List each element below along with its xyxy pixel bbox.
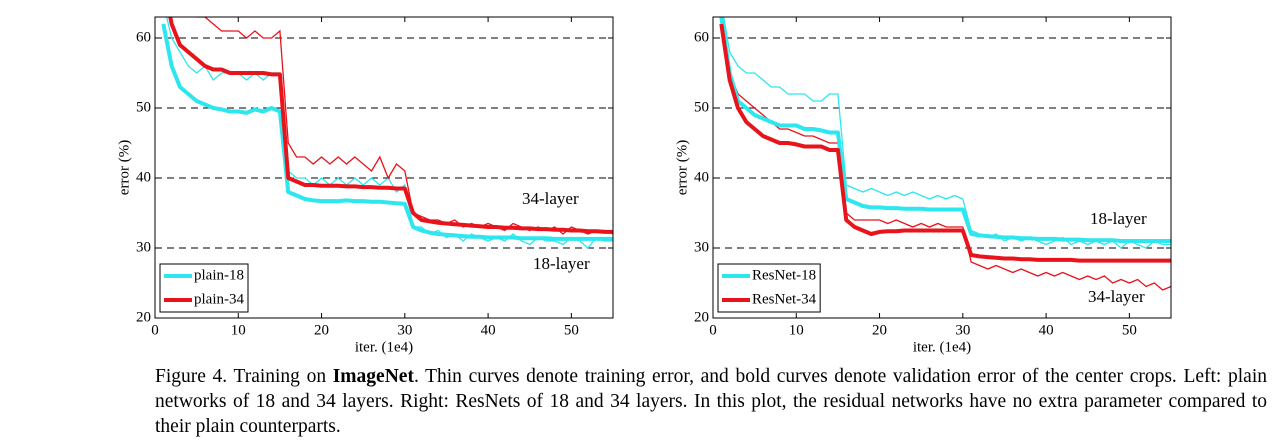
legend-label: plain-18 xyxy=(194,267,244,283)
validation-line xyxy=(719,23,1171,263)
x-axis-label: iter. (1e4) xyxy=(355,339,413,355)
y-tick-label: 60 xyxy=(136,29,151,45)
y-axis-label: error (%) xyxy=(116,140,132,195)
training-line xyxy=(195,17,613,235)
validation-line xyxy=(168,17,613,234)
x-tick-label: 40 xyxy=(1039,322,1054,338)
y-tick-label: 40 xyxy=(136,169,151,185)
legend-label: plain-34 xyxy=(194,291,244,307)
training-line xyxy=(165,17,613,249)
chart: 20 30 40 50 60 0 10 20 30 40 50 iter. (1e4) error (%… xyxy=(116,16,614,355)
annotation: 34-layer xyxy=(1088,287,1145,306)
x-tick-label: 40 xyxy=(481,322,496,338)
y-tick-label: 60 xyxy=(694,29,709,45)
x-tick-label: 0 xyxy=(709,322,717,338)
caption-text: Figure 4. Training on xyxy=(155,366,333,387)
x-tick-label: 50 xyxy=(564,322,579,338)
annotation: 34-layer xyxy=(522,189,579,208)
chart: 20 30 40 50 60 0 10 20 30 40 50 iter. (1e4) error (%… xyxy=(674,16,1172,355)
annotation: 18-layer xyxy=(533,254,590,273)
y-tick-label: 40 xyxy=(694,169,709,185)
validation-line xyxy=(161,23,613,241)
x-axis-label: iter. (1e4) xyxy=(913,339,971,355)
figure: 20 30 40 50 60 0 10 20 30 40 50 iter. (1e4) error (%… xyxy=(116,16,1172,355)
y-tick-label: 50 xyxy=(694,99,709,115)
legend-box xyxy=(717,263,821,313)
y-axis-label: error (%) xyxy=(674,140,690,195)
y-tick-label: 20 xyxy=(694,309,709,325)
legend: ResNet-18 ResNet-34 xyxy=(717,263,821,313)
y-tick-label: 30 xyxy=(694,239,709,255)
x-tick-label: 0 xyxy=(151,322,159,338)
legend-box xyxy=(159,263,249,313)
x-tick-label: 50 xyxy=(1122,322,1137,338)
y-tick-label: 30 xyxy=(136,239,151,255)
legend: plain-18 plain-34 xyxy=(159,263,249,313)
x-tick-label: 30 xyxy=(397,322,412,338)
y-tick-label: 20 xyxy=(136,309,151,325)
x-tick-label: 20 xyxy=(314,322,329,338)
plot-area xyxy=(161,17,613,249)
annotation: 18-layer xyxy=(1090,209,1147,228)
validation-line xyxy=(719,17,1171,243)
training-line xyxy=(721,17,1171,291)
x-tick-label: 20 xyxy=(872,322,887,338)
caption: Figure 4. Training on ImageNet. Thin cur… xyxy=(155,364,1267,439)
plot-frame xyxy=(154,16,614,319)
x-tick-label: 10 xyxy=(231,322,246,338)
legend-label: ResNet-34 xyxy=(752,291,817,307)
x-tick-label: 10 xyxy=(789,322,804,338)
caption-text: . Thin curves denote training error, and… xyxy=(155,366,1267,437)
plot-area xyxy=(719,17,1171,291)
legend-label: ResNet-18 xyxy=(752,267,816,283)
y-tick-label: 50 xyxy=(136,99,151,115)
plot-frame xyxy=(712,16,1172,319)
caption-bold: ImageNet xyxy=(332,366,414,387)
x-tick-label: 30 xyxy=(955,322,970,338)
